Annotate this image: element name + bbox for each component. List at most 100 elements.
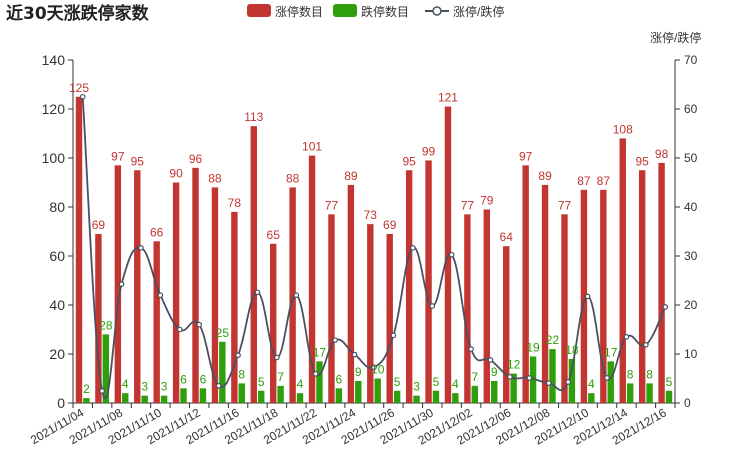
ratio-point xyxy=(584,293,591,300)
limit-down-value-label: 6 xyxy=(336,372,343,386)
limit-up-bar xyxy=(386,233,393,403)
legend-swatch xyxy=(247,4,271,17)
limit-down-value-label: 6 xyxy=(180,372,187,386)
limit-down-bar xyxy=(393,390,401,403)
ratio-point xyxy=(138,245,144,251)
limit-up-bar xyxy=(619,138,626,403)
ratio-point xyxy=(293,292,300,299)
limit-up-value-label: 88 xyxy=(286,171,300,185)
limit-down-value-label: 18 xyxy=(565,343,579,357)
limit-down-value-label: 5 xyxy=(394,375,401,389)
limit-down-bar xyxy=(122,393,129,403)
limit-up-bar xyxy=(134,170,141,403)
limit-down-bar xyxy=(471,385,478,403)
limit-down-value-label: 4 xyxy=(452,377,459,391)
limit-down-bar xyxy=(180,388,187,403)
limit-up-value-label: 97 xyxy=(519,149,533,163)
left-axis-tick-label: 20 xyxy=(49,346,65,362)
limit-down-value-label: 8 xyxy=(627,367,634,381)
limit-up-value-label: 73 xyxy=(364,208,378,222)
limit-up-bar xyxy=(522,165,529,403)
limit-down-bar xyxy=(102,334,110,403)
right-axis-tick-label: 40 xyxy=(684,200,698,214)
ratio-point xyxy=(429,303,436,309)
limit-up-value-label: 88 xyxy=(208,171,222,185)
limit-down-value-label: 6 xyxy=(200,372,207,386)
limit-down-bar xyxy=(432,390,440,403)
limit-up-value-label: 98 xyxy=(655,147,669,161)
ratio-point xyxy=(643,341,649,348)
limit-down-bar xyxy=(277,385,284,403)
limit-down-bar xyxy=(626,383,634,403)
limit-up-bar xyxy=(561,214,568,403)
limit-down-bar xyxy=(355,380,362,403)
left-axis-tick-label: 80 xyxy=(49,199,65,215)
legend-label: 跌停数目 xyxy=(361,4,409,19)
limit-up-value-label: 69 xyxy=(383,218,397,232)
limit-up-bar xyxy=(347,184,355,403)
limit-down-bar xyxy=(238,383,245,403)
limit-down-bar xyxy=(257,390,265,403)
right-axis-name: 涨停/跌停 xyxy=(650,30,701,45)
limit-up-bar xyxy=(541,184,549,403)
limit-down-bar xyxy=(452,393,459,403)
limit-up-value-label: 77 xyxy=(325,198,339,212)
limit-down-bar xyxy=(491,380,498,403)
limit-down-value-label: 3 xyxy=(141,380,148,394)
limit-down-value-label: 17 xyxy=(313,345,327,359)
ratio-point xyxy=(196,321,203,328)
limit-down-bar xyxy=(646,383,653,403)
limit-up-value-label: 90 xyxy=(169,167,183,181)
limit-up-value-label: 95 xyxy=(635,154,649,168)
limit-up-value-label: 97 xyxy=(111,149,125,163)
limit-up-bar xyxy=(405,170,413,403)
limit-down-bar xyxy=(568,358,576,403)
limit-up-value-label: 99 xyxy=(422,144,436,158)
limit-up-value-label: 125 xyxy=(69,81,89,95)
legend-swatch xyxy=(333,4,357,17)
limit-down-bar xyxy=(141,395,148,403)
ratio-point xyxy=(545,380,552,386)
limit-down-value-label: 9 xyxy=(491,365,498,379)
limit-down-bar xyxy=(335,388,343,403)
limit-up-bar xyxy=(464,214,471,403)
limit-up-value-label: 101 xyxy=(302,140,322,154)
ratio-point xyxy=(604,375,610,381)
limit-up-bar xyxy=(483,209,491,403)
limit-down-bar xyxy=(665,390,673,403)
limit-up-bar xyxy=(580,189,588,403)
limit-down-value-label: 4 xyxy=(297,377,304,391)
ratio-line xyxy=(79,93,669,400)
limit-down-value-label: 12 xyxy=(507,358,521,372)
right-axis-tick-label: 10 xyxy=(684,347,698,361)
ratio-point xyxy=(312,371,319,377)
limit-down-bar xyxy=(160,395,168,403)
left-axis-tick-label: 100 xyxy=(42,150,66,166)
right-axis-tick-label: 20 xyxy=(684,298,698,312)
limit-up-bar xyxy=(425,160,432,403)
limit-up-bar xyxy=(600,189,607,403)
limit-down-value-label: 10 xyxy=(371,363,385,377)
limit-down-value-label: 9 xyxy=(355,365,362,379)
limit-down-bar xyxy=(199,388,207,403)
limit-down-bar xyxy=(413,395,420,403)
limit-down-value-label: 8 xyxy=(238,367,245,381)
ratio-point xyxy=(662,304,669,310)
ratio-point xyxy=(468,346,474,352)
ratio-point xyxy=(177,326,183,333)
left-axis-tick-label: 140 xyxy=(42,52,66,68)
ratio-point xyxy=(623,334,630,340)
limit-down-bar xyxy=(83,398,90,403)
limit-down-bar xyxy=(607,361,614,403)
right-axis-tick-label: 60 xyxy=(684,102,698,116)
chart-title: 近30天涨跌停家数 xyxy=(6,3,150,24)
limit-up-value-label: 121 xyxy=(438,91,458,105)
limit-up-value-label: 95 xyxy=(131,154,145,168)
right-axis-tick-label: 0 xyxy=(684,396,691,410)
limit-down-value-label: 5 xyxy=(666,375,673,389)
ratio-point xyxy=(410,245,416,251)
limit-down-bar xyxy=(588,393,595,403)
ratio-point xyxy=(507,374,513,380)
